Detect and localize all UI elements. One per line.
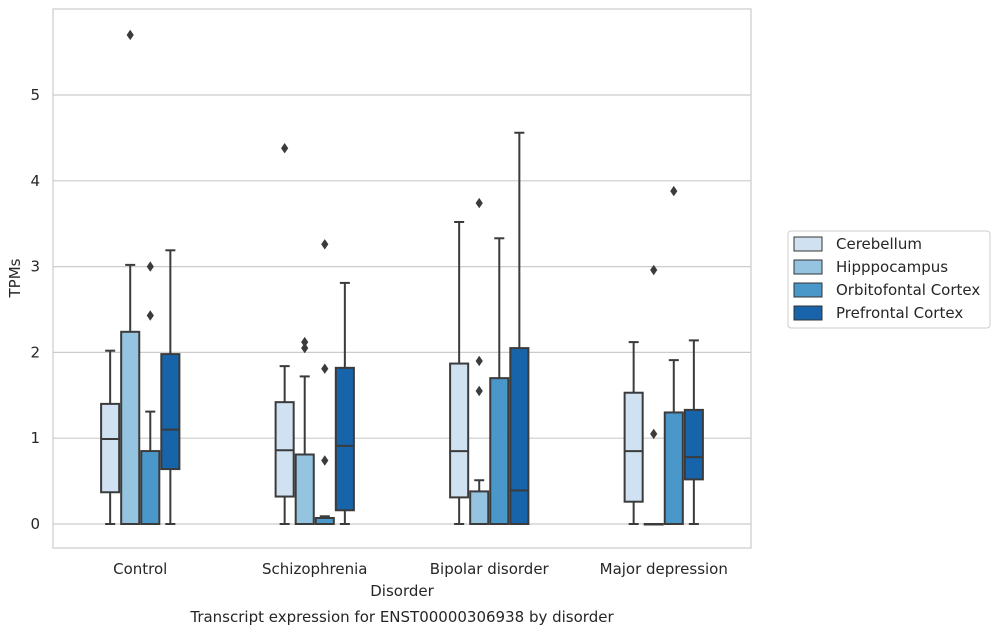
box-orbitofontal-cortex: [489, 237, 510, 526]
y-tick-label: 4: [30, 172, 40, 190]
outlier-marker: [650, 428, 658, 440]
box-iqr: [623, 391, 644, 503]
outlier-marker: [650, 264, 658, 276]
x-tick-label: Control: [113, 560, 167, 578]
box-iqr: [120, 330, 141, 526]
box-iqr: [294, 453, 315, 526]
box-iqr: [469, 490, 490, 525]
y-tick-label: 0: [30, 515, 40, 533]
box-iqr: [140, 450, 161, 526]
box-iqr: [334, 366, 355, 512]
box-orbitofontal-cortex: [314, 239, 335, 526]
legend-swatch: [793, 305, 823, 321]
outlier-marker: [281, 142, 289, 154]
y-tick-label: 5: [30, 86, 40, 104]
box-hipppocampus: [469, 197, 490, 525]
outlier-marker: [126, 29, 134, 41]
box-cerebellum: [449, 220, 470, 525]
y-tick-label: 2: [30, 343, 40, 361]
box-orbitofontal-cortex: [140, 261, 161, 526]
box-layer: [100, 29, 704, 526]
x-tick-labels: Control Schizophrenia Bipolar disorder Majo…: [113, 560, 728, 578]
box-iqr: [489, 377, 510, 526]
box-iqr: [160, 353, 181, 471]
box-iqr: [509, 347, 530, 525]
x-tick-label: Bipolar disorder: [430, 560, 550, 578]
legend-label: Hipppocampus: [836, 258, 948, 276]
legend-label: Prefrontal Cortex: [836, 304, 963, 322]
outlier-marker: [670, 185, 678, 197]
y-tick-label: 3: [30, 258, 40, 276]
box-prefrontal-cortex: [683, 339, 704, 525]
box-prefrontal-cortex: [509, 131, 530, 525]
outlier-marker: [321, 455, 329, 466]
legend-swatch: [793, 236, 823, 252]
box-iqr: [683, 408, 704, 481]
outlier-marker: [301, 342, 309, 354]
box-orbitofontal-cortex: [663, 185, 684, 525]
legend-swatch: [793, 282, 823, 298]
y-tick-labels: 0 1 2 3 4 5: [30, 86, 40, 533]
legend-frame: [787, 230, 991, 329]
outlier-marker: [321, 239, 329, 250]
box-hipppocampus: [120, 29, 141, 526]
box-prefrontal-cortex: [334, 281, 355, 525]
legend: Cerebellum Hipppocampus Orbitofontal Corte…: [787, 230, 991, 329]
x-axis-label: Disorder: [370, 582, 434, 600]
outlier-marker: [301, 336, 309, 348]
outlier-marker: [475, 385, 483, 397]
y-axis-label: TPMs: [6, 258, 24, 298]
legend-swatch: [793, 259, 823, 275]
outlier-marker: [321, 363, 329, 374]
chart-title: Transcript expression for ENST0000030693…: [189, 608, 614, 626]
box-hipppocampus: [294, 336, 315, 526]
legend-label: Orbitofontal Cortex: [836, 281, 980, 299]
box-iqr: [449, 362, 470, 499]
outlier-marker: [475, 197, 483, 209]
box-iqr: [663, 411, 684, 525]
legend-label: Cerebellum: [836, 235, 922, 253]
y-tick-label: 1: [30, 429, 40, 447]
x-tick-label: Major depression: [600, 560, 728, 578]
box-cerebellum: [100, 349, 121, 525]
box-prefrontal-cortex: [160, 249, 181, 525]
outlier-marker: [146, 261, 154, 272]
x-tick-label: Schizophrenia: [262, 560, 367, 578]
box-iqr: [100, 402, 121, 494]
box-hipppocampus: [643, 264, 664, 526]
outlier-marker: [475, 355, 483, 367]
box-cerebellum: [623, 341, 644, 525]
outlier-marker: [146, 310, 154, 321]
box-cerebellum: [274, 142, 295, 525]
